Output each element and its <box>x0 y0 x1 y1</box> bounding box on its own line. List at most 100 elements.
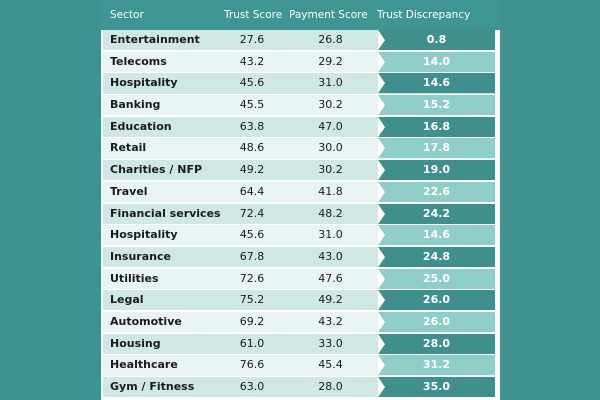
sector-cell: Gym / Fitness <box>103 377 221 398</box>
discrepancy-value: 19.0 <box>422 163 451 177</box>
discrepancy-arrow-shape <box>378 377 495 398</box>
trust-score-cell: 27.6 <box>221 30 283 51</box>
trust-score-cell: 45.6 <box>221 225 283 246</box>
discrepancy-cell: 24.8 <box>378 246 495 268</box>
discrepancy-value: 24.2 <box>422 206 451 220</box>
trust-score-cell: 63.0 <box>221 377 283 398</box>
table-row: Utilities 72.6 47.6 25.0 <box>101 268 500 291</box>
discrepancy-arrow-shape <box>378 203 495 224</box>
payment-score-cell: 41.8 <box>283 181 378 202</box>
table-body: Entertainment 27.6 26.8 0.8 Telecoms 43.2 29.2… <box>101 30 500 399</box>
payment-score-cell: 31.0 <box>283 73 378 94</box>
discrepancy-cell: 15.2 <box>378 95 495 116</box>
discrepancy-value: 15.2 <box>422 98 451 112</box>
discrepancy-value: 35.0 <box>422 380 451 393</box>
discrepancy-arrow-shape <box>378 268 495 289</box>
trust-score-cell: 48.6 <box>221 138 283 159</box>
sector-cell: Hospitality <box>103 73 221 94</box>
discrepancy-arrow-shape <box>378 160 495 181</box>
discrepancy-value: 17.8 <box>422 141 451 155</box>
sector-cell: Healthcare <box>103 355 221 376</box>
trust-score-cell: 49.2 <box>221 160 283 181</box>
sector-cell: Banking <box>103 95 221 116</box>
sector-cell: Charities / NFP <box>103 160 221 181</box>
discrepancy-arrow-shape <box>378 95 495 116</box>
sector-cell: Education <box>103 116 221 137</box>
trust-score-cell: 75.2 <box>221 290 283 311</box>
header-payment-score: Payment Score <box>289 9 368 21</box>
discrepancy-value: 26.0 <box>422 314 451 328</box>
discrepancy-arrow-shape <box>378 246 495 268</box>
discrepancy-cell: 22.6 <box>378 181 495 202</box>
discrepancy-cell: 26.0 <box>378 290 495 311</box>
table-row: Hospitality 45.6 31.0 14.6 <box>101 73 500 95</box>
table-row: Financial services 72.4 48.2 24.2 <box>101 203 500 226</box>
discrepancy-cell: 16.8 <box>378 116 495 137</box>
sector-cell: Utilities <box>103 268 221 289</box>
sector-cell: Travel <box>103 181 221 202</box>
payment-score-cell: 47.0 <box>283 116 378 137</box>
sector-cell: Financial services <box>103 203 221 224</box>
discrepancy-value: 14.6 <box>422 76 451 90</box>
table-row: Legal 75.2 49.2 26.0 <box>101 290 500 312</box>
table-row: Automotive 69.2 43.2 26.0 <box>101 311 500 334</box>
sector-cell: Insurance <box>103 246 221 268</box>
sector-cell: Hospitality <box>103 225 221 246</box>
discrepancy-value: 14.0 <box>422 54 451 68</box>
payment-score-cell: 45.4 <box>283 355 378 376</box>
trust-score-cell: 67.8 <box>221 246 283 268</box>
payment-score-cell: 30.2 <box>283 95 378 116</box>
payment-score-cell: 43.2 <box>283 311 378 333</box>
discrepancy-arrow-shape <box>378 116 495 137</box>
table-row: Travel 64.4 41.8 22.6 <box>101 181 500 204</box>
trust-score-cell: 45.5 <box>221 95 283 116</box>
table-row: Hospitality 45.6 31.0 14.6 <box>101 225 500 247</box>
discrepancy-arrow-shape <box>378 73 495 94</box>
discrepancy-value: 0.8 <box>426 33 447 46</box>
payment-score-cell: 30.2 <box>283 160 378 181</box>
discrepancy-value: 22.6 <box>422 184 451 198</box>
trust-score-cell: 43.2 <box>221 51 283 72</box>
payment-score-cell: 31.0 <box>283 225 378 246</box>
discrepancy-value: 31.2 <box>422 358 451 372</box>
discrepancy-arrow-shape <box>378 311 495 333</box>
discrepancy-cell: 14.6 <box>378 225 495 246</box>
sector-cell: Housing Associations <box>103 333 221 370</box>
discrepancy-cell: 0.8 <box>378 30 495 51</box>
header-sector: Sector <box>110 9 144 21</box>
discrepancy-value: 24.8 <box>422 249 451 263</box>
trust-score-cell: 63.8 <box>221 116 283 137</box>
discrepancy-cell: 24.2 <box>378 203 495 224</box>
data-table-card: Sector Trust Score Payment Score Trust D… <box>101 0 500 400</box>
table-row: Insurance 67.8 43.0 24.8 <box>101 246 500 269</box>
trust-score-cell: 64.4 <box>221 181 283 202</box>
discrepancy-cell: 14.0 <box>378 51 495 72</box>
trust-score-cell: 72.6 <box>221 268 283 289</box>
discrepancy-arrow-shape <box>378 355 495 376</box>
payment-score-cell: 47.6 <box>283 268 378 289</box>
discrepancy-value: 14.6 <box>422 228 451 242</box>
table-row: Retail 48.6 30.0 17.8 <box>101 138 500 160</box>
discrepancy-cell: 31.2 <box>378 355 495 376</box>
table-row: Telecoms 43.2 29.2 14.0 <box>101 51 500 74</box>
discrepancy-arrow-shape <box>378 51 495 72</box>
table-header: Sector Trust Score Payment Score Trust D… <box>101 0 500 51</box>
payment-score-cell: 28.0 <box>283 377 378 398</box>
sector-cell: Automotive <box>103 311 221 333</box>
trust-score-cell: 76.6 <box>221 355 283 376</box>
discrepancy-cell: 14.6 <box>378 73 495 94</box>
discrepancy-arrow-shape <box>378 225 495 246</box>
discrepancy-arrow-shape <box>378 333 495 354</box>
discrepancy-cell: 35.0 <box>378 377 495 398</box>
table-row: Charities / NFP 49.2 30.2 19.0 <box>101 160 500 182</box>
sector-cell: Legal <box>103 290 221 311</box>
trust-score-cell: 72.4 <box>221 203 283 224</box>
table-row: Housing Associations61.033.0 28.0 <box>101 333 500 370</box>
payment-score-cell: 43.0 <box>283 246 378 268</box>
discrepancy-cell: 25.0 <box>378 268 495 289</box>
table-row: Gym / Fitness 63.0 28.0 35.0 <box>101 377 500 399</box>
trust-score-cell: 61.0 <box>221 333 283 354</box>
table-row: Healthcare 76.6 45.4 31.2 <box>101 355 500 377</box>
discrepancy-arrow-shape <box>378 181 495 202</box>
discrepancy-value: 16.8 <box>422 119 451 133</box>
